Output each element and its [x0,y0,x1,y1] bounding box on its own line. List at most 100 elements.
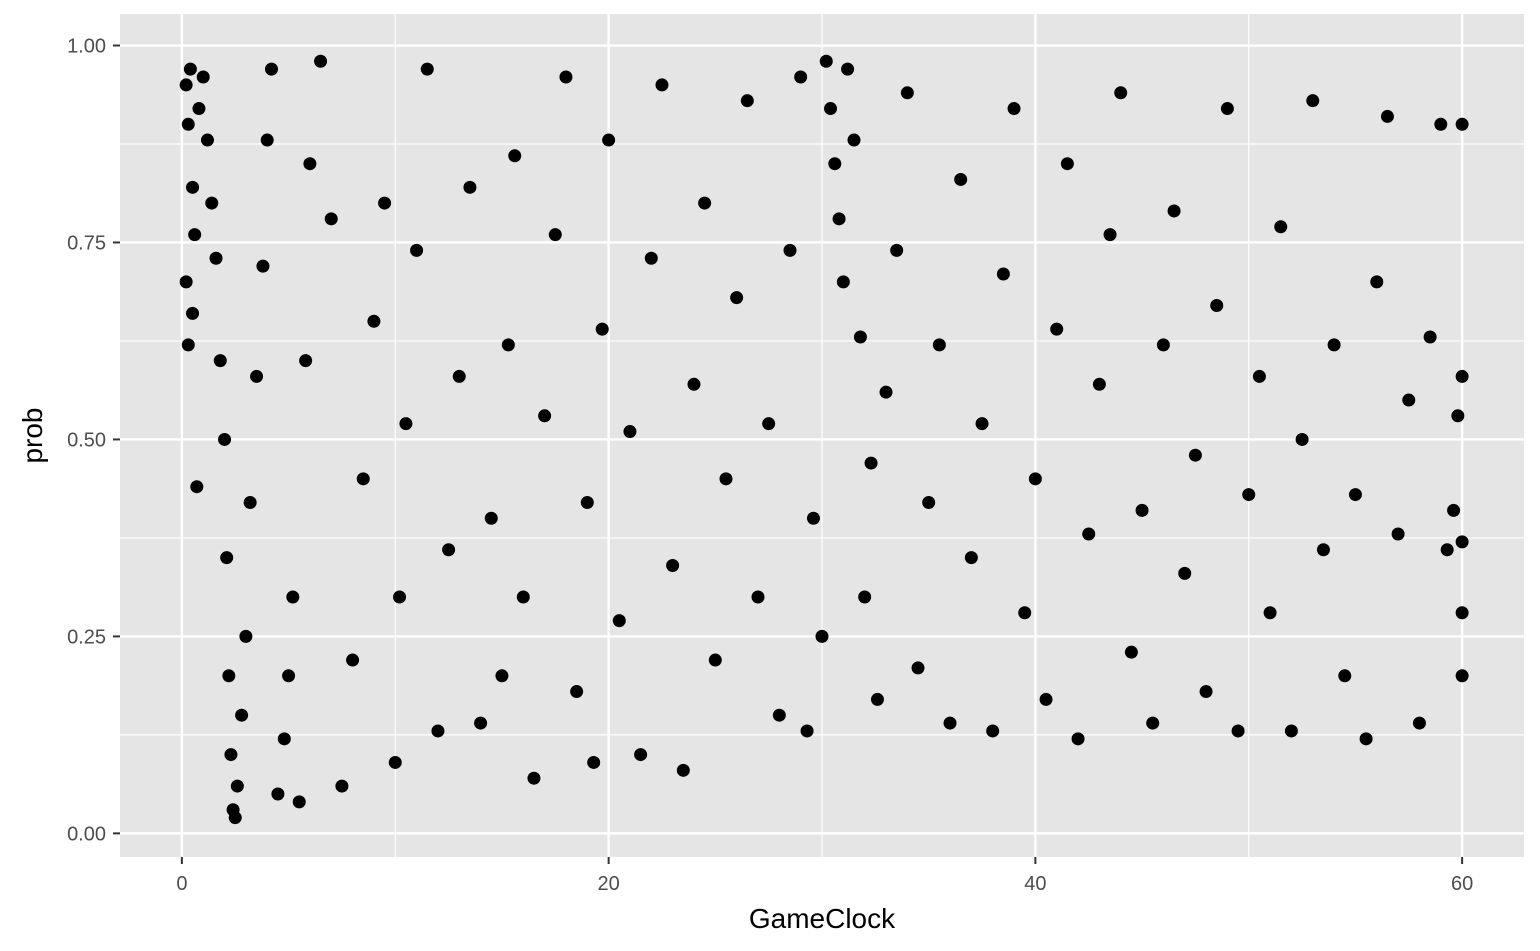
data-point [1188,448,1202,462]
data-point [634,748,648,762]
data-point [1114,86,1128,100]
x-tick-label: 60 [1451,873,1473,895]
data-point [1135,503,1149,517]
y-tick-label: 0.50 [67,429,106,451]
data-point [1252,369,1266,383]
data-point [986,724,1000,738]
data-point [501,338,515,352]
data-point [516,590,530,604]
data-point [824,102,838,116]
data-point [623,425,637,439]
data-point [1380,109,1394,123]
data-point [538,409,552,423]
data-point [1156,338,1170,352]
x-axis-title: GameClock [749,903,896,934]
data-point [1440,543,1454,557]
x-tick-label: 0 [176,873,187,895]
data-point [196,70,210,84]
data-point [922,495,936,509]
data-point [1434,117,1448,131]
data-point [314,54,328,68]
data-point [378,196,392,210]
data-point [954,172,968,186]
data-point [1447,503,1461,517]
data-point [806,511,820,525]
x-tick-label: 40 [1024,873,1046,895]
data-point [1423,330,1437,344]
data-point [186,306,200,320]
data-point [183,62,197,76]
data-point [393,590,407,604]
data-point [1231,724,1245,738]
y-tick-label: 0.25 [67,626,106,648]
data-point [975,417,989,431]
data-point [1451,409,1465,423]
data-point [179,275,193,289]
y-tick-label: 0.00 [67,823,106,845]
data-point [235,708,249,722]
data-point [1348,488,1362,502]
data-point [190,480,204,494]
data-point [1412,716,1426,730]
data-point [719,472,733,486]
data-point [1391,527,1405,541]
data-point [243,495,257,509]
data-point [388,755,402,769]
data-point [1370,275,1384,289]
data-point [1359,732,1373,746]
data-point [1050,322,1064,336]
data-point [220,551,234,565]
data-point [570,685,584,699]
data-point [548,228,562,242]
data-point [996,267,1010,281]
data-point [644,251,658,265]
data-point [587,755,601,769]
data-point [213,354,227,368]
data-point [836,275,850,289]
data-point [762,417,776,431]
data-point [303,157,317,171]
data-point [452,369,466,383]
data-point [181,117,195,131]
data-point [602,133,616,147]
y-tick-label: 1.00 [67,36,106,58]
data-point [474,716,488,730]
y-axis: 0.00 0.25 0.50 0.75 1.00 [67,36,120,845]
data-point [1060,157,1074,171]
y-tick-label: 0.75 [67,232,106,254]
data-point [222,669,236,683]
data-point [181,338,195,352]
data-point [1274,220,1288,234]
data-points [179,54,1469,825]
data-point [282,669,296,683]
data-point [1284,724,1298,738]
data-point [186,180,200,194]
data-point [853,330,867,344]
data-point [1455,606,1469,620]
data-point [1167,204,1181,218]
data-point [200,133,214,147]
data-point [841,62,855,76]
data-point [1018,606,1032,620]
data-point [1028,472,1042,486]
data-point [324,212,338,226]
data-point [879,385,893,399]
data-point [1082,527,1096,541]
data-point [730,291,744,305]
data-point [1455,117,1469,131]
data-point [218,432,232,446]
data-point [265,62,278,76]
data-point [1124,645,1138,659]
data-point [794,70,808,84]
data-point [1220,102,1234,116]
data-point [335,779,349,793]
data-point [612,614,626,628]
data-point [1338,669,1352,683]
data-point [484,511,498,525]
data-point [1402,393,1416,407]
data-point [708,653,722,667]
data-point [356,472,370,486]
data-point [495,669,509,683]
data-point [399,417,413,431]
